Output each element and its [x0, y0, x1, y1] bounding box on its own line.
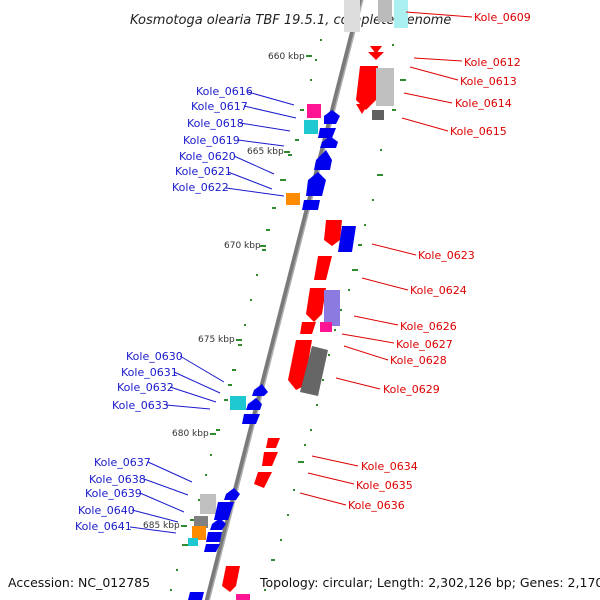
gene-arrow: [254, 472, 272, 488]
gene-arrow: [242, 414, 260, 424]
gene-arrow: [306, 172, 326, 196]
gene-features-0616-0622: [286, 104, 340, 210]
gene-arrow: [370, 46, 382, 54]
kbp-markers: 660 kbp 665 kbp 670 kbp 675 kbp 680 kbp …: [143, 52, 312, 531]
kbp-label: 685 kbp: [143, 521, 180, 531]
gene-block: [200, 494, 216, 514]
kbp-label: 675 kbp: [198, 335, 235, 345]
genome-backbone-highlight: [208, 0, 364, 600]
gene-arrow: [318, 128, 336, 138]
gene-block: [307, 104, 321, 118]
gene-label[interactable]: Kole_0623: [418, 249, 475, 262]
map-title: Kosmotoga olearia TBF 19.5.1, complete g…: [130, 13, 451, 28]
gene-label[interactable]: Kole_0609: [474, 11, 531, 24]
gene-label[interactable]: Kole_0620: [179, 150, 236, 163]
gene-label[interactable]: Kole_0613: [460, 75, 517, 88]
gene-block: [192, 526, 206, 540]
kbp-label: 670 kbp: [224, 241, 261, 251]
gene-label[interactable]: Kole_0612: [464, 56, 521, 69]
gene-arrow: [368, 52, 384, 60]
gene-features-top: [344, 0, 408, 120]
gene-arrow: [252, 384, 268, 396]
gene-block: [344, 0, 360, 32]
gene-label[interactable]: Kole_0635: [356, 479, 413, 492]
gene-label[interactable]: Kole_0622: [172, 181, 229, 194]
gene-label[interactable]: Kole_0637: [94, 456, 151, 469]
gene-label[interactable]: Kole_0631: [121, 366, 178, 379]
gene-arrow: [288, 340, 312, 390]
gene-arrow: [210, 518, 226, 530]
gene-label[interactable]: Kole_0616: [196, 85, 253, 98]
gene-block: [372, 110, 384, 120]
gene-arrow: [246, 398, 262, 410]
right-leader-lines: [299, 11, 473, 506]
gene-arrow: [324, 220, 342, 246]
genome-summary-text: Topology: circular; Length: 2,302,126 bp…: [259, 575, 600, 590]
gene-label[interactable]: Kole_0640: [78, 504, 135, 517]
gene-arrow: [314, 150, 332, 170]
gene-label[interactable]: Kole_0641: [75, 520, 132, 533]
gene-label[interactable]: Kole_0633: [112, 399, 169, 412]
gene-arrow: [338, 226, 356, 252]
gene-block: [320, 322, 332, 332]
gene-arrow: [214, 502, 234, 520]
gene-block: [394, 0, 408, 28]
gene-arrow: [356, 66, 378, 110]
gene-block: [230, 396, 246, 410]
gene-arrow: [314, 256, 332, 280]
gene-block: [286, 193, 300, 205]
gene-arrow: [302, 200, 320, 210]
kbp-label: 660 kbp: [268, 52, 305, 62]
kbp-label: 680 kbp: [172, 429, 209, 439]
gene-arrow: [204, 544, 220, 552]
gene-arrow: [306, 288, 326, 322]
gene-block: [376, 68, 394, 106]
gene-arrow: [266, 438, 280, 448]
gene-features-0637-0641: [188, 488, 250, 600]
gene-features-0634-0636: [254, 438, 280, 488]
gene-block: [324, 290, 340, 326]
left-gene-labels: Kole_0616 Kole_0617 Kole_0618 Kole_0619 …: [75, 85, 253, 533]
gene-label[interactable]: Kole_0617: [191, 100, 248, 113]
gene-block: [194, 516, 208, 528]
gene-arrow: [300, 322, 316, 334]
gene-label[interactable]: Kole_0626: [400, 320, 457, 333]
gene-label[interactable]: Kole_0618: [187, 117, 244, 130]
accession-text: Accession: NC_012785: [8, 575, 150, 590]
gene-label[interactable]: Kole_0628: [390, 354, 447, 367]
gene-label[interactable]: Kole_0636: [348, 499, 405, 512]
gene-block: [236, 594, 250, 600]
gene-features-0630-0633: [230, 384, 268, 424]
gene-label[interactable]: Kole_0627: [396, 338, 453, 351]
gene-block: [304, 120, 318, 134]
gene-label[interactable]: Kole_0624: [410, 284, 467, 297]
gene-label[interactable]: Kole_0630: [126, 350, 183, 363]
gene-arrow: [324, 110, 340, 124]
gene-label[interactable]: Kole_0615: [450, 125, 507, 138]
left-leader-lines: [129, 91, 297, 534]
gene-label[interactable]: Kole_0614: [455, 97, 512, 110]
gene-label[interactable]: Kole_0632: [117, 381, 174, 394]
gene-label[interactable]: Kole_0638: [89, 473, 146, 486]
gene-label[interactable]: Kole_0639: [85, 487, 142, 500]
gene-arrow: [356, 104, 368, 114]
gene-arrow: [206, 532, 222, 542]
gene-arrow: [188, 592, 204, 600]
gene-block: [188, 538, 198, 546]
gene-arrow: [320, 136, 338, 148]
gene-features-0623-0629: [288, 220, 356, 396]
gene-arrow: [224, 488, 240, 500]
gene-label[interactable]: Kole_0621: [175, 165, 232, 178]
gene-label[interactable]: Kole_0634: [361, 460, 418, 473]
kbp-label: 665 kbp: [247, 147, 284, 157]
gene-arrow: [262, 452, 278, 466]
gene-label[interactable]: Kole_0619: [183, 134, 240, 147]
gene-block: [378, 0, 392, 22]
gene-block: [300, 346, 328, 396]
gene-arrow: [222, 566, 240, 592]
gene-label[interactable]: Kole_0629: [383, 383, 440, 396]
right-gene-labels: Kole_0609 Kole_0612 Kole_0613 Kole_0614 …: [348, 11, 531, 512]
